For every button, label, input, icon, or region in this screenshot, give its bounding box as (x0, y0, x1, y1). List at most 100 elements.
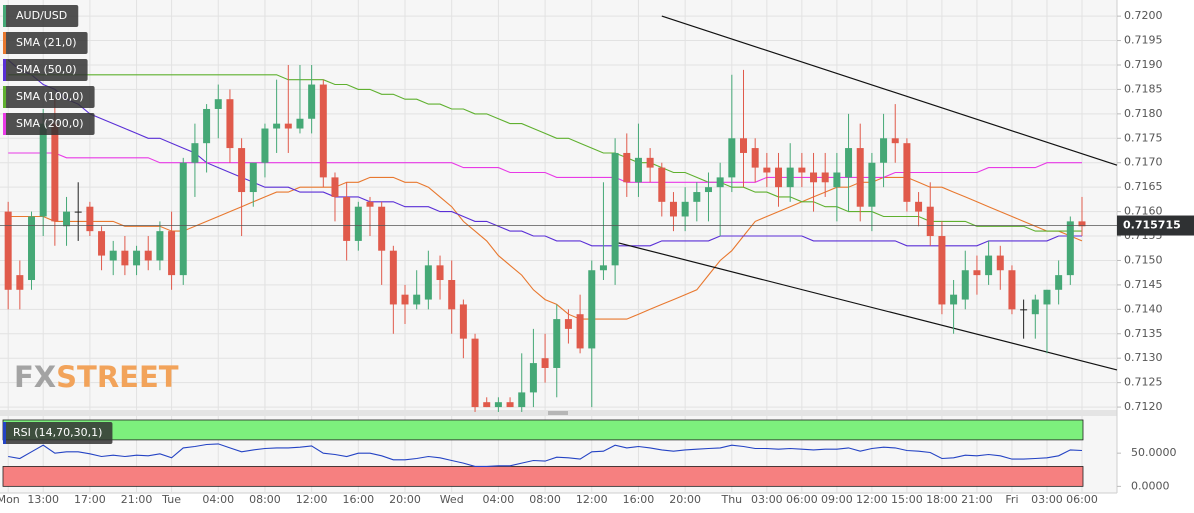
candle-body (599, 265, 607, 271)
legend-swatch (3, 422, 6, 444)
y-tick-label: 0.7175 (1124, 131, 1163, 144)
candle-body (681, 201, 689, 217)
candle-body (226, 99, 234, 149)
candle-body (471, 338, 479, 408)
candle-body (133, 250, 141, 266)
x-tick-label: 12:00 (856, 493, 888, 506)
candle-body (1078, 221, 1086, 227)
candle-body (693, 192, 701, 202)
x-tick-label: 08:00 (249, 493, 281, 506)
candle-body (28, 216, 36, 281)
x-tick-label: 06:00 (786, 493, 818, 506)
candle-body (973, 270, 981, 276)
candle-body (763, 167, 771, 173)
candle-body (634, 157, 642, 183)
candle-body (121, 250, 129, 266)
candle-body (623, 152, 631, 183)
candle-body (1008, 270, 1016, 310)
trend-line (618, 242, 1118, 371)
x-tick-label: Mon (0, 493, 20, 506)
x-tick-label: 20:00 (389, 493, 421, 506)
x-tick-label: 12:00 (296, 493, 328, 506)
candle-body (74, 211, 82, 213)
candle-body (483, 402, 491, 408)
legend-box (3, 59, 88, 81)
legend-box (3, 113, 95, 135)
candle-body (494, 402, 502, 408)
y-tick-label: 0.0000 (1131, 479, 1170, 492)
candle-body (214, 99, 222, 109)
y-tick-label: 0.7190 (1124, 58, 1163, 71)
x-tick-label: 04:00 (202, 493, 234, 506)
candle-body (156, 231, 164, 261)
candle-body (728, 138, 736, 178)
candle-body (845, 148, 853, 178)
legend-box (3, 86, 95, 108)
x-tick-label: 17:00 (74, 493, 106, 506)
candle-body (915, 201, 923, 212)
candle-body (249, 162, 257, 193)
candle-body (16, 275, 24, 290)
candle-body (588, 270, 596, 349)
candle-body (273, 123, 281, 129)
y-tick-label: 0.7130 (1124, 351, 1163, 364)
x-tick-label: Fri (1005, 493, 1018, 506)
last-price-box (1117, 215, 1194, 236)
x-tick-label: 16:00 (342, 493, 374, 506)
candle-body (891, 138, 899, 144)
legend-swatch (3, 5, 6, 27)
candle-body (868, 162, 876, 207)
x-tick-label: 20:00 (669, 493, 701, 506)
legend-box (3, 5, 79, 27)
candle-body (775, 167, 783, 188)
candle-body (63, 211, 71, 227)
legend-label: AUD/USD (16, 9, 67, 22)
y-tick-label: 0.7165 (1124, 180, 1163, 193)
candle-body (646, 157, 654, 168)
price-axis (1117, 0, 1194, 513)
candle-body (389, 250, 397, 305)
x-tick-label: 21:00 (961, 493, 993, 506)
legend-swatch (3, 113, 6, 135)
x-tick-label: 06:00 (1066, 493, 1098, 506)
candle-body (284, 123, 292, 129)
candle-body (401, 294, 409, 305)
legend-label: SMA (200,0) (16, 117, 84, 130)
rsi-title: RSI (14,70,30,1) (13, 426, 102, 439)
candle-body (354, 206, 362, 241)
candle-body (51, 123, 59, 222)
rsi-band (2, 419, 1084, 441)
x-tick-label: Tue (161, 493, 181, 506)
y-tick-label: 0.7185 (1124, 82, 1163, 95)
x-tick-label: 21:00 (121, 493, 153, 506)
x-tick-label: 16:00 (623, 493, 655, 506)
candle-body (39, 123, 47, 217)
y-tick-label: 0.7145 (1124, 278, 1163, 291)
candle-body (751, 148, 759, 168)
x-tick-label: 15:00 (891, 493, 923, 506)
sma-line (8, 74, 1082, 232)
candle-body (985, 255, 993, 276)
candle-body (926, 206, 934, 237)
y-tick-label: 0.7140 (1124, 302, 1163, 315)
last-price-label: 0.715715 (1123, 219, 1181, 232)
candle-body (786, 167, 794, 188)
watermark-fx: FXSTREET (14, 360, 179, 394)
x-tick-label: 13:00 (27, 493, 59, 506)
y-tick-label: 0.7170 (1124, 156, 1163, 169)
candle-body (798, 167, 806, 173)
legend-label: SMA (100,0) (16, 90, 84, 103)
candle-body (4, 211, 12, 290)
candle-body (576, 314, 584, 349)
y-tick-label: 0.7200 (1124, 9, 1163, 22)
candle-body (331, 177, 339, 197)
x-tick-label: 12:00 (576, 493, 608, 506)
watermark: FXSTREET (14, 360, 179, 394)
candle-body (669, 201, 677, 217)
legend-swatch (3, 32, 6, 54)
legend-label: SMA (50,0) (16, 63, 77, 76)
y-tick-label: 0.7180 (1124, 107, 1163, 120)
candle-body (261, 128, 269, 163)
candle-body (553, 319, 561, 368)
x-tick-label: 04:00 (483, 493, 515, 506)
